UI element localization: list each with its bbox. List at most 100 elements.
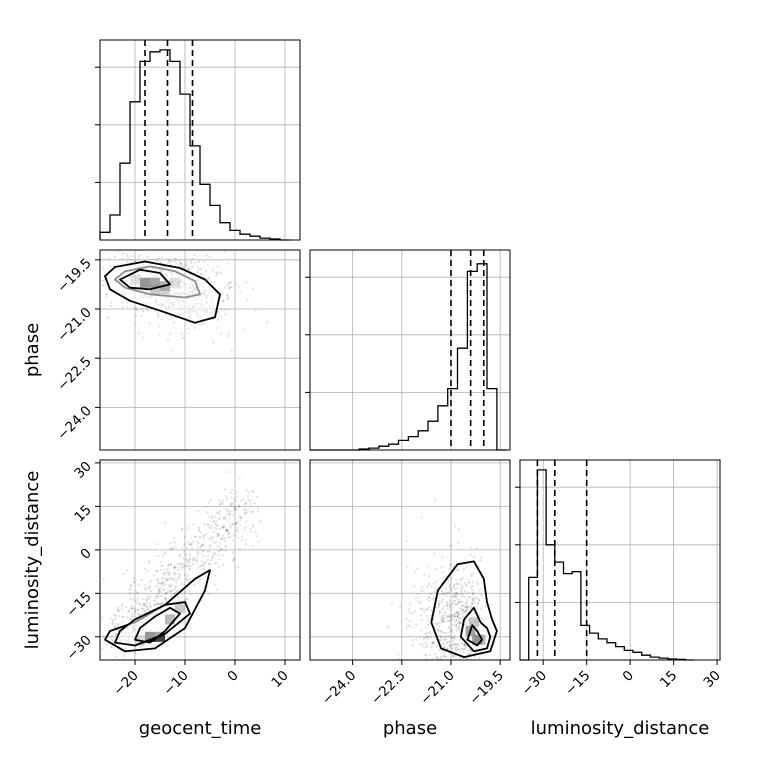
scatter-point xyxy=(158,590,161,593)
scatter-point xyxy=(212,531,215,534)
scatter-point xyxy=(412,626,415,629)
scatter-point xyxy=(171,546,175,550)
scatter-point xyxy=(449,564,452,567)
scatter-point xyxy=(462,612,465,615)
scatter-point xyxy=(139,253,142,256)
scatter-point xyxy=(468,580,471,583)
scatter-point xyxy=(456,592,459,596)
scatter-point xyxy=(165,577,168,580)
scatter-point xyxy=(447,634,450,638)
scatter-point xyxy=(145,598,148,601)
scatter-point xyxy=(160,602,163,606)
scatter-point xyxy=(235,521,238,525)
scatter-point xyxy=(234,534,237,537)
scatter-point xyxy=(152,574,156,577)
scatter-point xyxy=(422,589,425,592)
scatter-point xyxy=(164,597,167,600)
scatter-point xyxy=(474,597,477,600)
scatter-point xyxy=(423,573,426,576)
scatter-point xyxy=(196,546,199,549)
scatter-point xyxy=(463,582,466,585)
scatter-point xyxy=(458,621,461,624)
scatter-point xyxy=(208,544,211,547)
scatter-point xyxy=(216,265,219,268)
scatter-point xyxy=(473,599,476,602)
scatter-point xyxy=(231,522,234,525)
scatter-point xyxy=(460,642,463,645)
scatter-point xyxy=(465,609,468,612)
scatter-point xyxy=(446,592,449,595)
scatter-point xyxy=(427,623,430,627)
scatter-point xyxy=(178,576,181,579)
scatter-point xyxy=(453,584,456,587)
scatter-point xyxy=(101,647,104,650)
scatter-point xyxy=(168,585,171,588)
scatter-point xyxy=(444,655,447,658)
scatter-point xyxy=(188,543,191,546)
scatter-point xyxy=(148,602,151,605)
x-tick-label: −21.0 xyxy=(417,668,458,709)
scatter-point xyxy=(190,543,193,546)
scatter-point xyxy=(164,552,167,555)
scatter-point xyxy=(206,558,209,561)
scatter-point xyxy=(451,595,454,599)
scatter-point xyxy=(464,606,467,609)
scatter-point xyxy=(117,615,121,618)
scatter-point xyxy=(204,506,208,509)
scatter-point xyxy=(438,622,441,625)
scatter-point xyxy=(459,577,462,581)
scatter-point xyxy=(437,628,440,631)
scatter-point xyxy=(141,336,144,339)
scatter-point xyxy=(156,570,159,573)
scatter-point xyxy=(190,261,193,264)
scatter-point xyxy=(461,588,464,591)
scatter-point xyxy=(454,588,457,591)
scatter-point xyxy=(255,535,258,538)
scatter-point xyxy=(155,594,159,597)
scatter-point xyxy=(159,587,162,590)
scatter-point xyxy=(143,603,146,607)
scatter-point xyxy=(441,592,444,595)
scatter-point xyxy=(168,573,171,576)
scatter-point xyxy=(154,584,157,587)
scatter-point xyxy=(457,582,460,585)
scatter-point xyxy=(428,632,431,635)
scatter-point xyxy=(102,578,105,581)
scatter-point xyxy=(146,255,149,258)
scatter-point xyxy=(225,297,229,300)
scatter-point xyxy=(443,617,446,620)
scatter-point xyxy=(448,600,451,603)
scatter-point xyxy=(130,616,133,619)
scatter-point xyxy=(460,604,464,607)
frame-layer xyxy=(99,39,721,661)
scatter-point xyxy=(454,595,457,598)
scatter-point xyxy=(180,332,183,335)
scatter-point xyxy=(241,498,245,501)
scatter-point xyxy=(234,508,237,511)
scatter-point xyxy=(177,577,180,581)
scatter-point xyxy=(160,582,163,585)
scatter-point xyxy=(435,656,438,659)
scatter-point xyxy=(139,645,142,648)
scatter-point xyxy=(420,629,423,632)
scatter-point xyxy=(222,515,225,518)
scatter-point xyxy=(148,598,151,601)
scatter-point xyxy=(427,582,431,585)
scatter-point xyxy=(454,611,457,614)
scatter-point xyxy=(220,315,223,318)
scatter-point xyxy=(445,591,448,594)
scatter-point xyxy=(203,522,206,526)
scatter-point xyxy=(130,608,133,611)
scatter-point xyxy=(167,258,170,261)
scatter-point xyxy=(221,554,224,557)
scatter-point xyxy=(176,589,179,593)
scatter-point xyxy=(110,645,113,648)
scatter-point xyxy=(157,313,160,317)
scatter-point xyxy=(183,535,186,539)
scatter-point xyxy=(438,594,441,597)
panel-frame xyxy=(309,459,511,661)
scatter-point xyxy=(188,589,191,592)
scatter-point xyxy=(233,505,236,508)
scatter-point xyxy=(160,602,163,605)
scatter-point xyxy=(114,255,117,258)
